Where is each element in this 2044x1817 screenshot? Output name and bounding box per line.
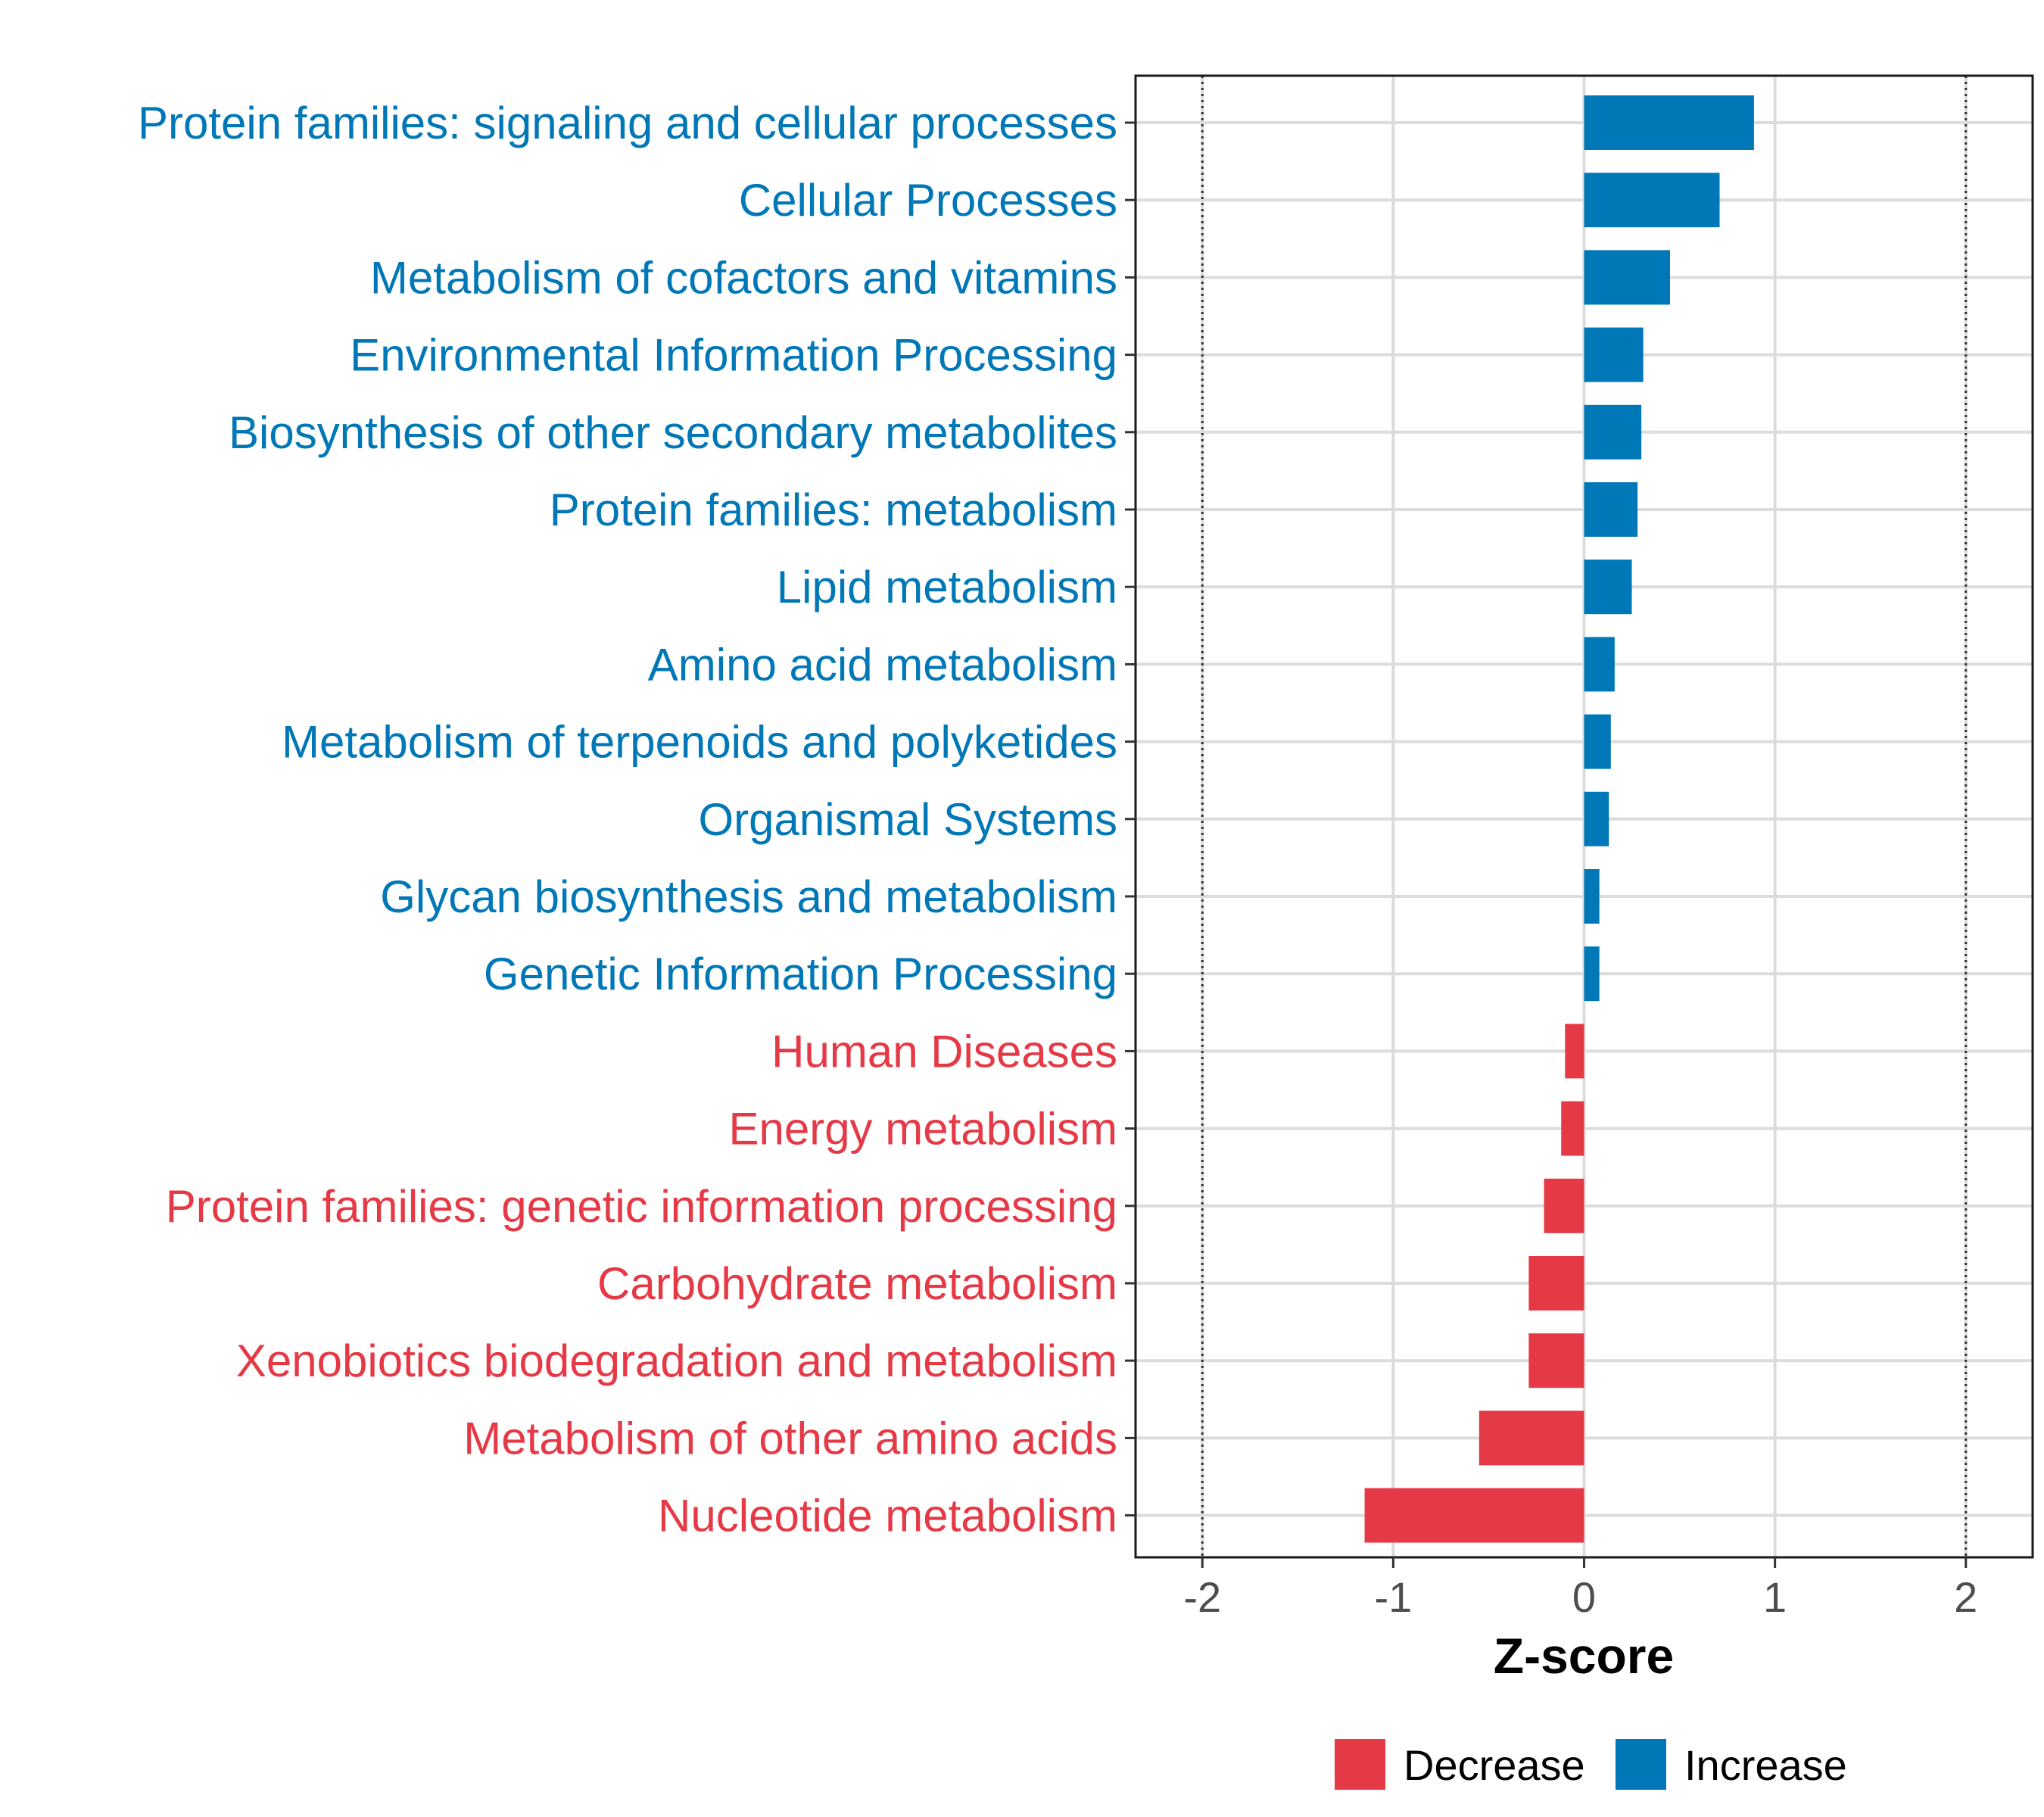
- x-tick-label: -2: [1183, 1573, 1221, 1621]
- y-tick-label: Nucleotide metabolism: [658, 1491, 1117, 1541]
- bar: [1528, 1333, 1584, 1388]
- bar: [1584, 637, 1615, 692]
- bar: [1584, 95, 1754, 150]
- legend-swatch-increase: [1616, 1739, 1666, 1790]
- bar: [1478, 1410, 1584, 1466]
- x-tick-label: 0: [1572, 1573, 1596, 1621]
- y-tick-label: Lipid metabolism: [777, 562, 1117, 612]
- y-tick-label: Protein families: metabolism: [550, 485, 1117, 535]
- bar: [1584, 327, 1644, 382]
- x-tick-label: -1: [1374, 1573, 1412, 1621]
- x-tick-label: 2: [1954, 1573, 1977, 1621]
- bar: [1584, 250, 1670, 305]
- bar: [1528, 1256, 1584, 1311]
- x-axis-title: Z-score: [1494, 1628, 1674, 1684]
- y-tick-label: Metabolism of other amino acids: [463, 1413, 1117, 1463]
- y-tick-label: Carbohydrate metabolism: [597, 1258, 1117, 1309]
- y-tick-label: Genetic Information Processing: [484, 949, 1117, 999]
- legend: Decrease Increase: [1335, 1739, 1847, 1790]
- bar: [1584, 559, 1632, 615]
- bar-layer: [1364, 95, 1754, 1543]
- y-tick-label: Metabolism of cofactors and vitamins: [370, 252, 1117, 303]
- reference-line-layer: [1201, 76, 1968, 1557]
- bar: [1584, 791, 1609, 846]
- bar: [1561, 1101, 1584, 1156]
- y-tick-label: Cellular Processes: [739, 175, 1117, 226]
- bar: [1584, 946, 1600, 1002]
- x-axis: -2 -1 0 1 2: [1183, 1557, 1977, 1621]
- legend-swatch-decrease: [1335, 1739, 1385, 1790]
- y-tick-label: Amino acid metabolism: [648, 639, 1117, 690]
- bar: [1584, 714, 1611, 769]
- y-tick-label: Human Diseases: [771, 1026, 1117, 1077]
- y-tick-label: Protein families: signaling and cellular…: [138, 98, 1117, 148]
- bar: [1584, 404, 1642, 460]
- y-axis: Protein families: signaling and cellular…: [138, 98, 1136, 1541]
- y-tick-label: Protein families: genetic information pr…: [166, 1181, 1117, 1232]
- bar: [1544, 1178, 1584, 1233]
- bar: [1364, 1488, 1584, 1543]
- y-tick-label: Xenobiotics biodegradation and metabolis…: [236, 1335, 1117, 1386]
- y-tick-label: Organismal Systems: [699, 794, 1117, 845]
- y-tick-label: Biosynthesis of other secondary metaboli…: [229, 407, 1117, 458]
- bar: [1584, 173, 1720, 228]
- x-tick-label: 1: [1763, 1573, 1787, 1621]
- bar: [1584, 482, 1638, 537]
- y-tick-label: Energy metabolism: [728, 1104, 1117, 1155]
- bar: [1565, 1024, 1584, 1079]
- legend-label-decrease: Decrease: [1404, 1741, 1585, 1789]
- y-tick-label: Environmental Information Processing: [350, 330, 1117, 381]
- legend-label-increase: Increase: [1684, 1741, 1847, 1789]
- y-tick-label: Glycan biosynthesis and metabolism: [380, 871, 1117, 922]
- y-tick-label: Metabolism of terpenoids and polyketides: [282, 717, 1117, 768]
- bar: [1584, 869, 1600, 924]
